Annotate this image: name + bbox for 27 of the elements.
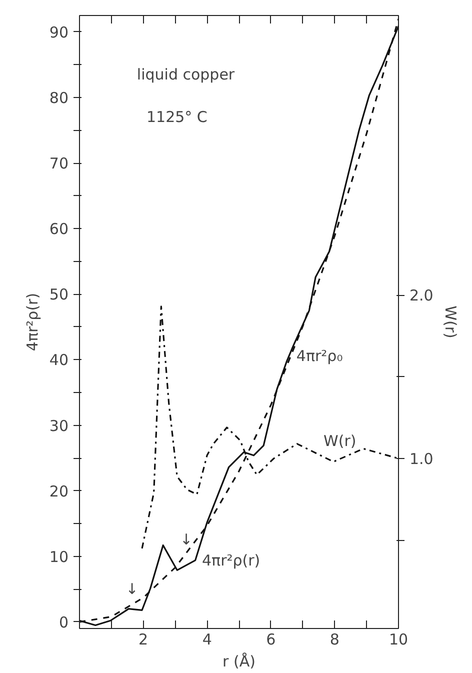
x-tick-label: 2 [138, 630, 148, 648]
y-tick-label: 80 [49, 88, 69, 107]
y-tick-label: 60 [49, 220, 69, 238]
y-tick-label: 10 [49, 548, 69, 566]
x-axis-title: r (Å) [222, 652, 256, 670]
y-tick-label: 40 [49, 351, 69, 370]
x-tick-label: 8 [330, 630, 340, 648]
annotation: liquid copper [136, 66, 236, 84]
y-tick-label: 90 [49, 23, 69, 42]
annotation: W(r) [324, 432, 356, 450]
annotation: 4πr²ρ₀ [296, 346, 343, 365]
annotation: 4πr²ρ(r) [202, 551, 260, 570]
x-tick-label: 6 [266, 630, 276, 648]
y-axis-title: 4πr²ρ(r) [23, 292, 42, 352]
annotation: ↓ [180, 530, 193, 548]
y-tick-label: 30 [49, 416, 69, 435]
y2-tick-label: 1.0 [410, 450, 434, 468]
x-tick-label: 10 [388, 630, 408, 648]
y2-axis-title: W(r) [441, 306, 460, 338]
y-tick-label: 50 [49, 286, 69, 304]
annotation: 1125° C [146, 108, 208, 126]
y-tick-label: 70 [49, 154, 69, 173]
annotation: ↓ [126, 580, 138, 598]
y2-tick-label: 2.0 [410, 286, 434, 305]
x-tick-label: 4 [202, 630, 212, 648]
y-tick-label: 0 [58, 613, 69, 632]
y-tick-label: 20 [49, 482, 69, 500]
